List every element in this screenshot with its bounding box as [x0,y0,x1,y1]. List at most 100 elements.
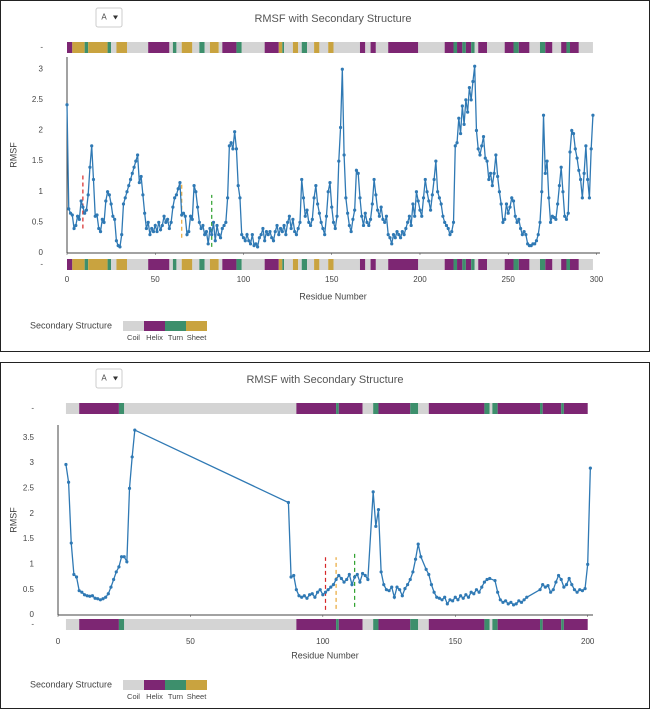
rmsf-point [549,590,553,594]
legend-label: Sheet [187,692,208,701]
ss-segment [513,42,519,53]
x-tick-label: 50 [186,637,195,646]
ss-segment [378,619,411,630]
ss-segment [453,42,458,53]
ss-segment [264,42,279,53]
rmsf-point [90,144,94,148]
rmsf-point [289,226,293,231]
rmsf-point [128,177,133,182]
rmsf-point [451,220,456,224]
rmsf-point [181,211,186,215]
rmsf-point [497,190,502,194]
rmsf-point [183,214,187,218]
ss-segment [107,42,112,53]
ss-segment [462,259,466,270]
rmsf-point [353,575,357,579]
ss-segment [465,42,472,53]
rmsf-point [72,226,76,231]
rmsf-point [564,583,569,587]
rmsf-point [350,583,354,587]
rmsf-point [547,196,551,200]
ss-segment [218,42,223,53]
ss-segment [545,259,553,270]
rmsf-point [575,156,579,160]
rmsf-point [578,588,582,592]
rmsf-point [227,144,231,148]
rmsf-point [572,588,577,592]
rmsf-point [300,177,304,182]
rmsf-point [355,572,359,577]
rmsf-point [414,190,419,194]
y-tick-label: 1 [30,559,35,568]
rmsf-point [286,220,290,224]
ss-segment [241,259,265,270]
rmsf-point [74,575,79,579]
rmsf-point [392,595,396,599]
rmsf-point [155,229,159,234]
ss-segment [282,259,285,270]
rmsf-point [368,217,373,221]
rmsf-point [143,211,147,215]
ss-segment [181,259,193,270]
ss-segment [222,42,237,53]
ss-segment [365,259,371,270]
legend-swatch [144,680,165,690]
rmsf-point [86,193,90,197]
ss-segment [489,403,493,414]
rmsf-point [444,223,449,228]
ss-segment [504,259,514,270]
chain-dropdown[interactable] [95,368,123,389]
rmsf-point [559,165,563,169]
legend-label: Helix [146,333,163,342]
rmsf-point [241,236,246,240]
rmsf-point [513,214,517,218]
rmsf-point [448,233,452,237]
rmsf-point [407,214,411,218]
rmsf-point [409,223,413,228]
rmsf-point [499,202,503,206]
ss-segment [209,259,219,270]
x-tick-label: 300 [590,275,604,284]
rmsf-point [458,594,463,598]
rmsf-point [471,79,475,84]
ss-segment [552,259,562,270]
ss-segment [298,42,302,53]
rmsf-point [247,239,251,243]
rmsf-point [400,594,404,598]
rmsf-point [514,602,518,606]
rmsf-point [178,180,182,185]
rmsf-point [114,570,118,574]
rmsf-point [583,587,587,591]
rmsf-point [105,190,110,194]
rmsf-point [130,171,134,175]
chain-dropdown[interactable] [95,7,123,28]
rmsf-point [88,594,92,598]
rmsf-point [176,187,180,191]
ss-segment [65,403,80,414]
rmsf-point [374,193,378,197]
rmsf-point [481,135,486,139]
ss-segment [489,619,493,630]
rmsf-point [347,572,351,577]
ss-segment [336,403,339,414]
rmsf-point [211,220,216,224]
ss-segment [552,42,562,53]
y-tick-label: 2.5 [32,95,44,104]
rmsf-point [196,205,200,209]
rmsf-point [384,214,389,218]
rmsf-point [77,589,81,593]
ss-segment [457,259,463,270]
rmsf-point [312,196,316,200]
ss-segment [561,42,567,53]
rmsf-point [377,214,381,218]
rmsf-point [366,577,370,582]
chain-dropdown-value[interactable]: A [101,13,107,22]
chain-dropdown-value[interactable]: A [101,374,107,383]
rmsf-point [226,196,230,200]
rmsf-point [121,202,126,206]
rmsf-point [330,205,334,209]
rmsf-point [81,205,85,209]
ss-segment [176,259,182,270]
rmsf-point [162,214,166,218]
ss-segment [79,403,119,414]
